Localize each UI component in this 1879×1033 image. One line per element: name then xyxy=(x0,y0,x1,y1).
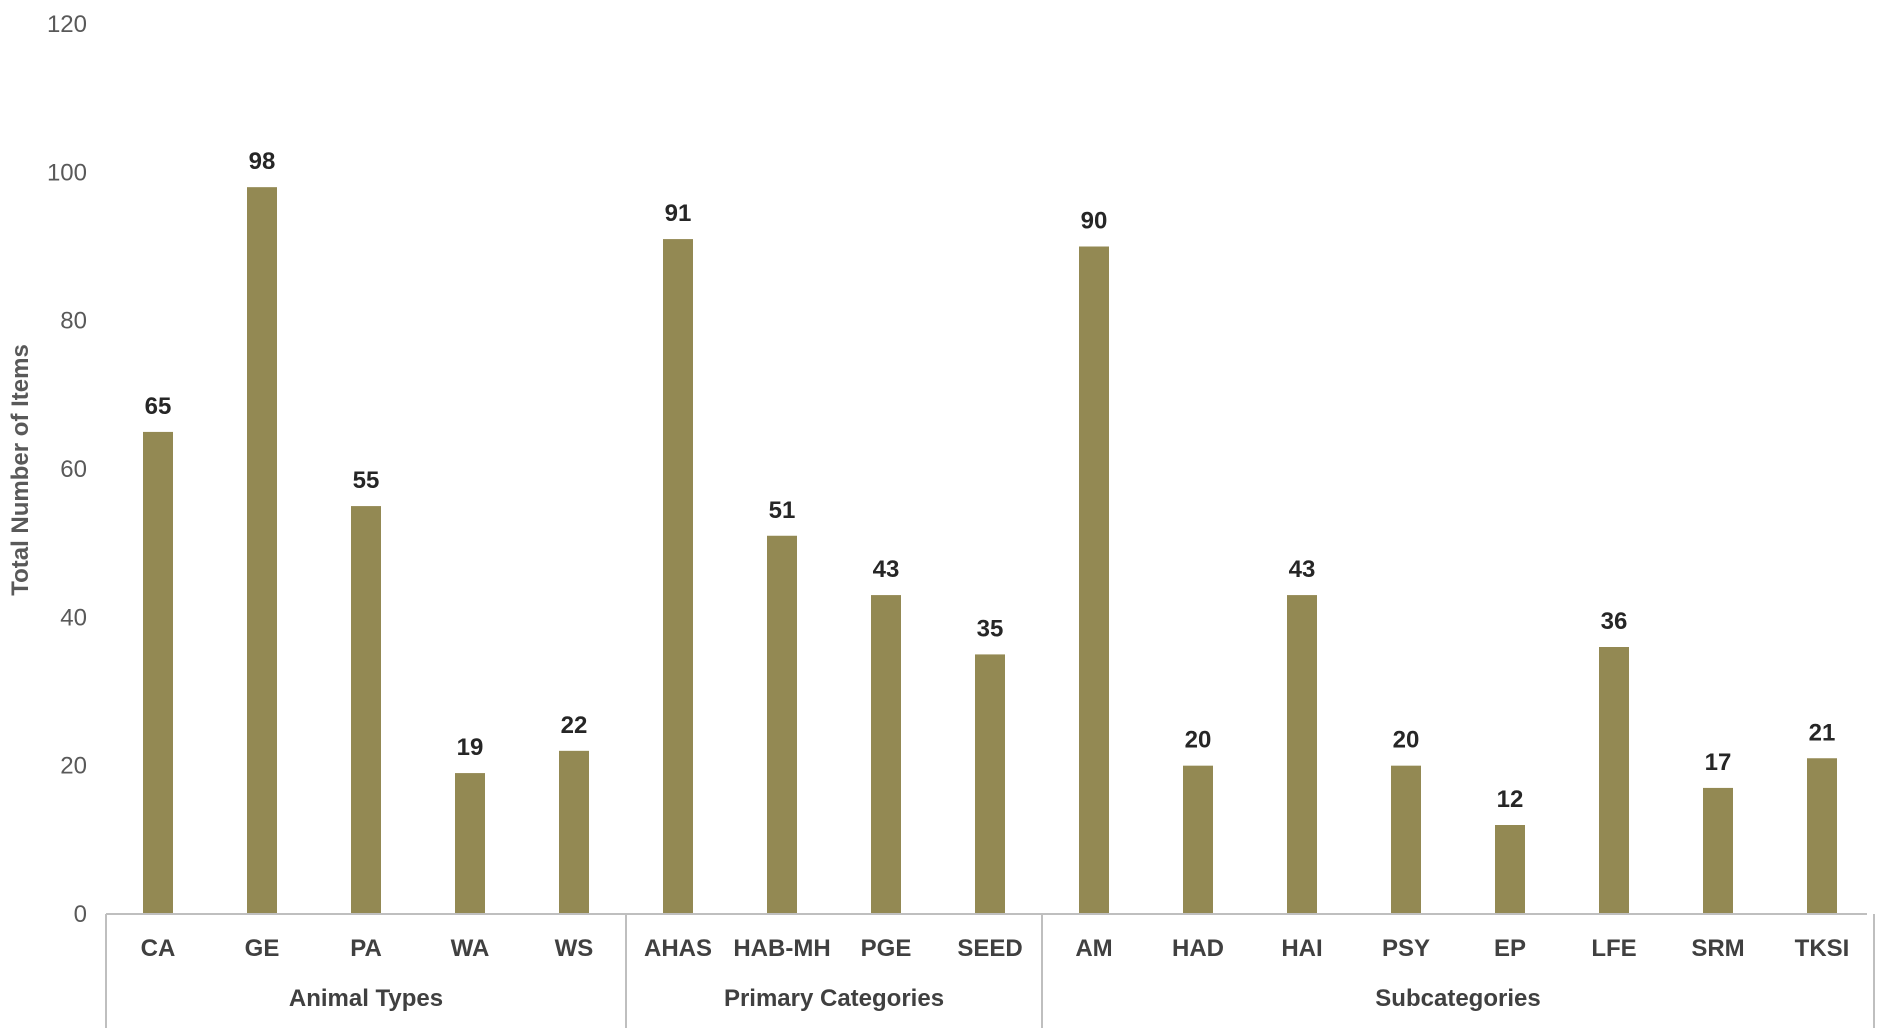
x-axis: CA GE PA WA WS Animal Types AHAS HAB-MH PGE SEED P… xyxy=(105,913,1875,1028)
data-label-am: 90 xyxy=(1081,208,1108,235)
category-label-ep: EP xyxy=(1494,935,1526,962)
y-tick-label: 80 xyxy=(60,308,87,335)
category-label-am: AM xyxy=(1075,935,1112,962)
bar-wa xyxy=(455,773,485,914)
bar-tksi xyxy=(1807,758,1837,914)
y-axis-ticks: 0 20 40 60 80 100 120 xyxy=(47,11,87,928)
group-label: Animal Types xyxy=(289,985,443,1012)
bar-hai xyxy=(1287,595,1317,914)
category-label-srm: SRM xyxy=(1691,935,1744,962)
bar-psy xyxy=(1391,765,1421,914)
data-label-tksi: 21 xyxy=(1809,719,1836,746)
data-labels: 65 98 55 19 22 91 51 43 35 90 20 43 20 12 36 17 21 xyxy=(145,148,1836,813)
y-axis-title: Total Number of Items xyxy=(7,344,34,596)
y-tick-label: 20 xyxy=(60,753,87,780)
bar-ep xyxy=(1495,825,1525,914)
category-label-lfe: LFE xyxy=(1591,935,1636,962)
bar-seed xyxy=(975,654,1005,914)
category-label-wa: WA xyxy=(451,935,490,962)
bar-pa xyxy=(351,506,381,914)
category-label-ca: CA xyxy=(141,935,176,962)
data-label-hab-mh: 51 xyxy=(769,497,796,524)
bar-lfe xyxy=(1599,647,1629,914)
bar-ws xyxy=(559,750,589,914)
category-label-pa: PA xyxy=(350,935,382,962)
category-label-had: HAD xyxy=(1172,935,1224,962)
y-tick-label: 40 xyxy=(60,604,87,631)
bar-srm xyxy=(1703,787,1733,914)
data-label-ge: 98 xyxy=(249,148,276,175)
y-tick-label: 60 xyxy=(60,456,87,483)
group-label: Primary Categories xyxy=(724,985,944,1012)
data-label-wa: 19 xyxy=(457,734,484,761)
y-tick-label: 0 xyxy=(74,901,87,928)
data-label-hai: 43 xyxy=(1289,556,1316,583)
data-label-ahas: 91 xyxy=(665,200,692,227)
data-label-had: 20 xyxy=(1185,727,1212,754)
data-label-seed: 35 xyxy=(977,615,1004,642)
bars xyxy=(143,187,1837,915)
data-label-pa: 55 xyxy=(353,467,380,494)
category-label-hai: HAI xyxy=(1281,935,1322,962)
category-label-hab-mh: HAB-MH xyxy=(733,935,830,962)
data-label-ep: 12 xyxy=(1497,786,1524,813)
y-tick-label: 120 xyxy=(47,11,87,38)
data-label-srm: 17 xyxy=(1705,749,1732,776)
bar-ca xyxy=(143,431,173,914)
bar-ge xyxy=(247,187,277,914)
bar-had xyxy=(1183,765,1213,914)
y-tick-label: 100 xyxy=(47,159,87,186)
data-label-pge: 43 xyxy=(873,556,900,583)
category-label-psy: PSY xyxy=(1382,935,1430,962)
category-label-ge: GE xyxy=(245,935,280,962)
category-label-pge: PGE xyxy=(861,935,912,962)
data-label-lfe: 36 xyxy=(1601,608,1628,635)
category-label-seed: SEED xyxy=(957,935,1022,962)
group-label: Subcategories xyxy=(1375,985,1540,1012)
data-label-ws: 22 xyxy=(561,712,588,739)
bar-pge xyxy=(871,595,901,914)
bar-ahas xyxy=(663,239,693,915)
bar-hab-mh xyxy=(767,535,797,914)
category-label-ahas: AHAS xyxy=(644,935,712,962)
category-label-ws: WS xyxy=(555,935,594,962)
data-label-psy: 20 xyxy=(1393,727,1420,754)
bar-am xyxy=(1079,246,1109,914)
data-label-ca: 65 xyxy=(145,393,172,420)
category-label-tksi: TKSI xyxy=(1795,935,1850,962)
